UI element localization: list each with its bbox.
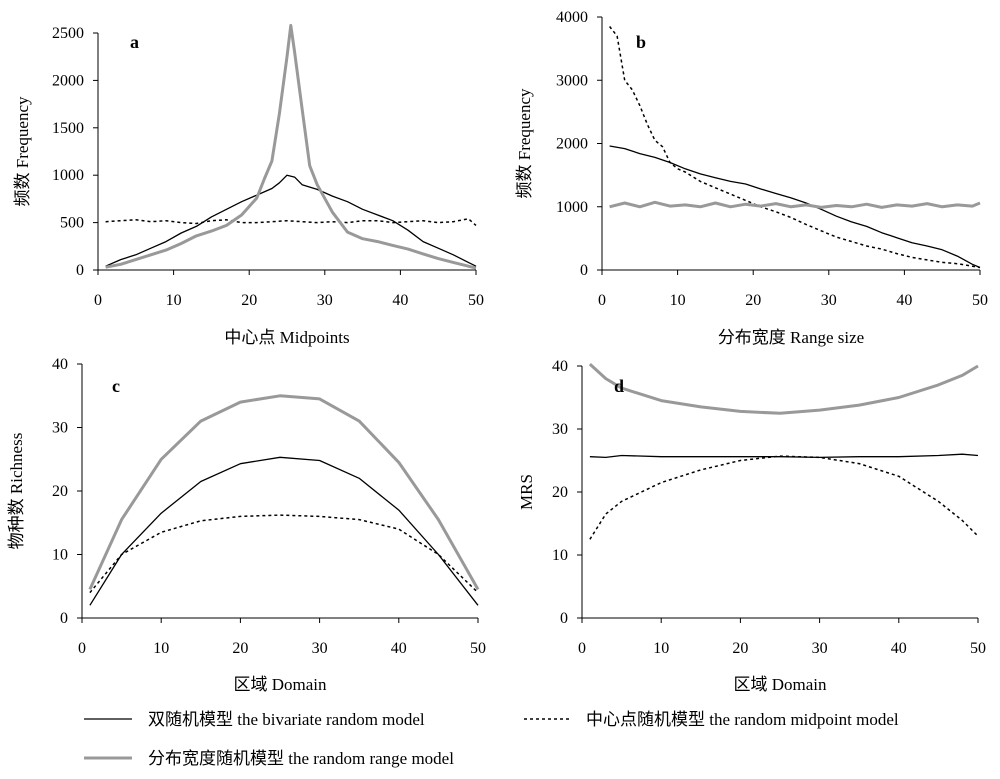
x-axis-title: 区域 Domain xyxy=(733,675,827,694)
x-tick-label: 20 xyxy=(232,640,248,657)
y-tick-label: 4000 xyxy=(556,9,588,26)
series-line-bivariate xyxy=(589,453,979,459)
panel-label: a xyxy=(130,32,139,52)
legend-label-range: 分布宽度随机模型 the random range model xyxy=(148,749,454,768)
y-tick-label: 2500 xyxy=(52,25,84,42)
chart-panel-d: 0 10 20 30 40 0 10 20 30 40 50 d 区域 Domain MRS xyxy=(517,358,986,694)
x-tick-label: 0 xyxy=(78,640,86,657)
panel-label: c xyxy=(112,376,120,396)
y-tick-label: 1500 xyxy=(52,120,84,137)
x-tick-label: 40 xyxy=(392,292,408,309)
x-tick-label: 50 xyxy=(468,292,484,309)
y-tick-label: 0 xyxy=(76,262,84,279)
x-tick-label: 10 xyxy=(153,640,169,657)
x-tick-label: 20 xyxy=(241,292,257,309)
x-tick-label: 30 xyxy=(821,292,837,309)
x-tick-label: 0 xyxy=(598,292,606,309)
x-tick-label: 10 xyxy=(670,292,686,309)
y-tick-label: 0 xyxy=(60,610,68,627)
series-line-midpoint xyxy=(589,455,979,540)
y-tick-label: 20 xyxy=(52,483,68,500)
legend-label-bivariate: 双随机模型 the bivariate random model xyxy=(148,710,425,729)
series-line-range xyxy=(609,200,981,209)
y-tick-label: 30 xyxy=(552,421,568,438)
chart-panel-c: 0 10 20 30 40 0 10 20 30 40 50 c 区域 Domain 物种数 Richne… xyxy=(7,356,486,694)
series-line-midpoint xyxy=(609,26,981,269)
x-tick-label: 40 xyxy=(896,292,912,309)
y-tick-label: 30 xyxy=(52,420,68,437)
series-line-bivariate xyxy=(105,174,477,267)
y-tick-label: 0 xyxy=(580,262,588,279)
series-line-bivariate xyxy=(609,145,981,269)
y-tick-label: 0 xyxy=(560,610,568,627)
series-line-bivariate xyxy=(89,456,479,606)
x-tick-label: 50 xyxy=(972,292,988,309)
x-tick-label: 30 xyxy=(812,640,828,657)
series-line-midpoint xyxy=(105,218,477,226)
series-line-range xyxy=(588,362,979,415)
x-tick-label: 30 xyxy=(317,292,333,309)
y-tick-label: 2000 xyxy=(556,136,588,153)
x-tick-label: 20 xyxy=(732,640,748,657)
y-tick-label: 10 xyxy=(552,547,568,564)
y-axis-title: MRS xyxy=(517,474,536,510)
series-line-midpoint xyxy=(89,514,479,594)
y-tick-label: 1000 xyxy=(556,199,588,216)
y-tick-label: 40 xyxy=(52,356,68,373)
panel-label: b xyxy=(636,32,646,52)
chart-panel-a: 0 500 1000 1500 2000 2500 0 10 20 30 40 50 a 中心点 Midp… xyxy=(13,23,484,347)
x-tick-label: 10 xyxy=(653,640,669,657)
y-axis-title: 频数 Frequency xyxy=(13,96,32,207)
x-axis-title: 区域 Domain xyxy=(233,675,327,694)
x-axis-title: 中心点 Midpoints xyxy=(224,328,349,347)
x-tick-label: 10 xyxy=(166,292,182,309)
panel-label: d xyxy=(614,376,624,396)
y-tick-label: 2000 xyxy=(52,72,84,89)
chart-panel-b: 0 1000 2000 3000 4000 0 10 20 30 40 50 b 分布宽度 Range … xyxy=(515,9,988,347)
x-tick-label: 40 xyxy=(891,640,907,657)
x-tick-label: 50 xyxy=(970,640,986,657)
y-tick-label: 20 xyxy=(552,484,568,501)
x-tick-label: 0 xyxy=(94,292,102,309)
y-axis-title: 频数 Frequency xyxy=(515,88,534,199)
y-tick-label: 10 xyxy=(52,547,68,564)
x-tick-label: 50 xyxy=(470,640,486,657)
x-axis-title: 分布宽度 Range size xyxy=(718,328,864,347)
series-line-range xyxy=(105,23,477,270)
y-axis-title: 物种数 Richness xyxy=(7,433,26,550)
y-tick-label: 500 xyxy=(60,215,84,232)
x-tick-label: 40 xyxy=(391,640,407,657)
y-tick-label: 1000 xyxy=(52,167,84,184)
x-tick-label: 0 xyxy=(578,640,586,657)
x-tick-label: 30 xyxy=(312,640,328,657)
legend: 双随机模型 the bivariate random model 中心点随机模型… xyxy=(84,710,899,768)
series-line-range xyxy=(88,394,480,591)
y-tick-label: 40 xyxy=(552,358,568,375)
y-tick-label: 3000 xyxy=(556,72,588,89)
x-tick-label: 20 xyxy=(745,292,761,309)
legend-label-midpoint: 中心点随机模型 the random midpoint model xyxy=(586,710,899,729)
